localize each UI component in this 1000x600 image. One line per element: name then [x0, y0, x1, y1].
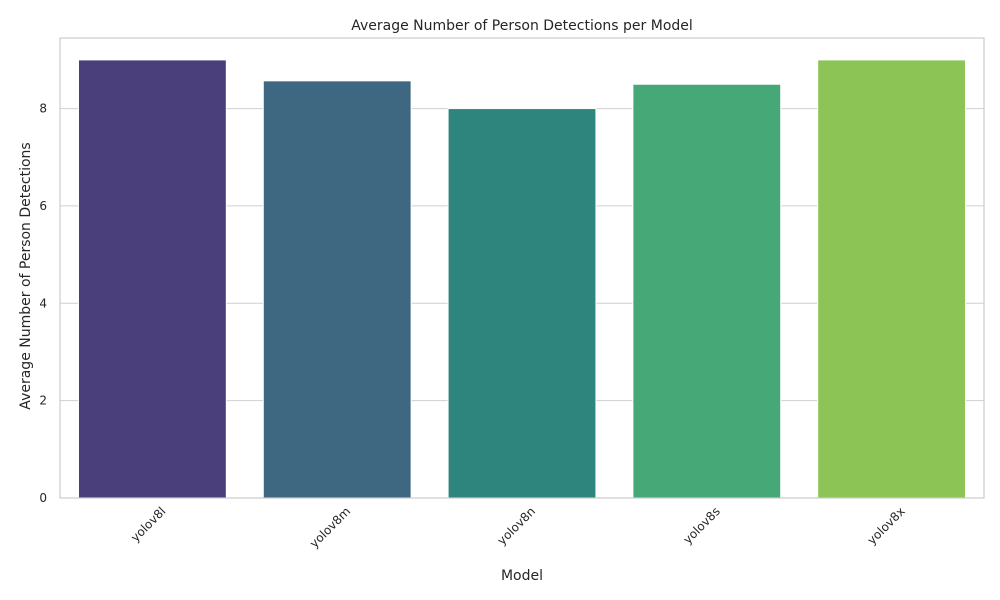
- y-tick-label: 2: [39, 394, 47, 408]
- plot-frame: [59, 37, 985, 499]
- y-tick-label: 0: [39, 491, 47, 505]
- bars: [77, 59, 967, 499]
- y-tick-labels: 0 2 4 6 8: [39, 102, 47, 505]
- x-axis-label: Model: [501, 568, 543, 584]
- y-tick-label: 4: [39, 296, 47, 310]
- bar-yolov8n: [447, 108, 597, 499]
- bar-yolov8x: [817, 59, 967, 499]
- y-tick-label: 6: [39, 199, 47, 213]
- x-tick-label: yolov8m: [307, 504, 353, 550]
- x-tick-label: yolov8n: [495, 504, 538, 547]
- chart-title: Average Number of Person Detections per …: [351, 18, 693, 34]
- x-tick-label: yolov8x: [865, 504, 908, 547]
- bar-yolov8s: [632, 83, 782, 499]
- x-tick-label: yolov8s: [680, 504, 723, 547]
- bar-yolov8l: [77, 59, 227, 499]
- y-axis-label: Average Number of Person Detections: [18, 142, 34, 409]
- y-tick-label: 8: [39, 102, 47, 116]
- x-tick-labels: yolov8l yolov8m yolov8n yolov8s yolov8x: [128, 504, 908, 550]
- x-tick-label: yolov8l: [128, 504, 168, 544]
- bar-yolov8m: [262, 80, 412, 499]
